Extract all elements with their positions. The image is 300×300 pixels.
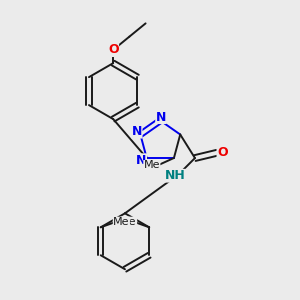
Text: N: N xyxy=(132,125,142,138)
Text: N: N xyxy=(136,154,147,167)
Text: Me: Me xyxy=(144,160,160,170)
Text: O: O xyxy=(108,44,119,56)
Text: N: N xyxy=(156,110,166,124)
Text: Me: Me xyxy=(120,217,137,227)
Text: Me: Me xyxy=(113,217,130,227)
Text: NH: NH xyxy=(165,169,186,182)
Text: O: O xyxy=(217,146,228,159)
